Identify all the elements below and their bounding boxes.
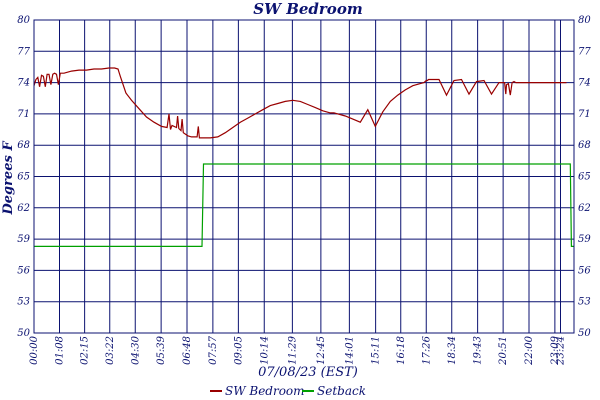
y-tick-label: 77: [17, 46, 30, 57]
series-lines: [33, 67, 574, 247]
y-tick-label: 62: [17, 203, 30, 214]
x-tick-label: 20:51: [498, 336, 509, 366]
y-tick-label-right: 56: [578, 265, 591, 276]
series-line-sw-bedroom: [33, 67, 567, 139]
y-tick-label: 68: [17, 140, 30, 151]
x-tick-label: 16:18: [396, 336, 407, 365]
x-tick-label: 18:34: [447, 336, 458, 365]
x-tick-label: 07:57: [208, 335, 219, 364]
y-tick-label-right: 71: [578, 109, 591, 120]
y-tick-label: 71: [17, 109, 30, 120]
legend-label: SW Bedroom: [225, 384, 305, 398]
x-tick-label: 11:29: [287, 335, 298, 364]
y-tick-label-right: 65: [578, 172, 591, 183]
x-tick-label: 01:08: [55, 336, 66, 365]
x-tick-labels: 00:00 01:08 02:15 03:22 04:30 05:39 06:48 07:57…: [29, 335, 567, 365]
chart-title: SW Bedroom: [253, 0, 362, 18]
legend: SW Bedroom Setback: [210, 384, 366, 398]
y-tick-label-right: 50: [578, 328, 591, 339]
y-tick-label: 80: [17, 15, 30, 26]
x-tick-label: 10:14: [259, 336, 270, 365]
x-tick-label: 04:30: [130, 335, 141, 364]
x-tick-label: 17:26: [421, 335, 432, 364]
x-tick-label: 23:09: [550, 335, 561, 365]
y-tick-label-right: 74: [578, 78, 591, 89]
y-tick-label: 56: [17, 265, 30, 276]
x-tick-label: 09:05: [233, 336, 244, 365]
y-tick-label-right: 53: [578, 297, 591, 308]
x-tick-label: 23:24: [556, 336, 567, 366]
y-tick-labels-right: 50 53 56 59 62 65 68 71 74 77 80: [578, 15, 591, 339]
y-tick-label-right: 62: [578, 203, 591, 214]
x-tick-label: 03:22: [105, 336, 116, 365]
x-tick-label: 06:48: [182, 336, 193, 365]
y-axis-label: Degrees F: [1, 141, 16, 216]
x-tick-label: 00:00: [29, 335, 40, 364]
legend-label: Setback: [317, 384, 366, 398]
y-tick-label: 74: [17, 78, 30, 89]
y-tick-label: 53: [17, 297, 30, 308]
series-line-setback: [34, 163, 574, 247]
y-tick-label-right: 59: [578, 234, 591, 245]
x-tick-label: 12:45: [316, 336, 327, 365]
y-tick-labels-left: 50 53 56 59 62 65 68 71 74 77 80: [17, 15, 30, 339]
y-tick-label: 50: [17, 328, 30, 339]
x-tick-label: 05:39: [156, 335, 167, 364]
x-tick-label: 22:00: [524, 335, 535, 365]
y-tick-label-right: 77: [578, 46, 591, 57]
grid-lines: [33, 19, 574, 334]
y-tick-label-right: 68: [578, 140, 591, 151]
y-tick-label: 65: [17, 172, 30, 183]
x-tick-label: 19:43: [473, 336, 484, 365]
x-tick-label: 14:01: [344, 336, 355, 365]
x-tick-label: 02:15: [80, 336, 91, 365]
x-tick-label: 15:11: [371, 336, 382, 365]
y-tick-label-right: 80: [578, 15, 591, 26]
x-axis-label: 07/08/23 (EST): [258, 365, 358, 380]
plot-frame: [33, 19, 575, 334]
y-tick-label: 59: [17, 234, 30, 245]
